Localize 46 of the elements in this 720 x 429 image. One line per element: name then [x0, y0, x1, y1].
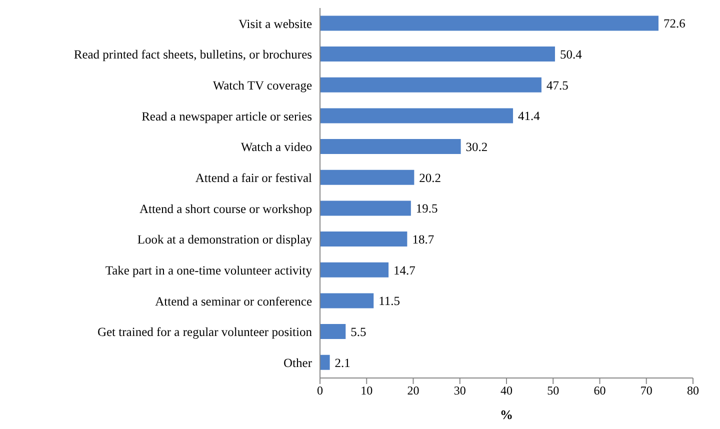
y-tick-label: Look at a demonstration or display	[137, 232, 313, 247]
data-label: 72.6	[663, 16, 686, 31]
y-tick-label: Watch a video	[240, 140, 312, 154]
bar	[320, 232, 408, 247]
y-tick-label: Take part in a one-time volunteer activity	[105, 264, 313, 278]
data-label: 11.5	[378, 294, 400, 308]
x-tick-label: 0	[317, 384, 323, 398]
bar	[320, 139, 461, 154]
data-label: 14.7	[394, 263, 416, 278]
y-tick-label: Read a newspaper article or series	[142, 109, 312, 124]
bar	[320, 293, 374, 308]
bar	[320, 354, 330, 370]
y-tick-label: Get trained for a regular volunteer position	[97, 325, 313, 340]
y-tick-label: Visit a website	[238, 16, 312, 31]
data-label: 18.7	[412, 232, 434, 246]
y-tick-label: Attend a seminar or conference	[155, 294, 312, 308]
x-tick-label: 50	[547, 384, 560, 398]
data-label: 19.5	[416, 202, 438, 216]
data-label: 47.5	[546, 78, 568, 92]
bar	[320, 46, 555, 62]
y-tick-label: Attend a fair or festival	[195, 171, 313, 186]
bar	[320, 262, 389, 278]
data-label: 20.2	[419, 170, 442, 185]
bar	[320, 16, 658, 31]
bar	[320, 77, 542, 92]
x-tick-label: 10	[360, 384, 373, 398]
bar	[320, 108, 514, 124]
data-label: 41.4	[518, 109, 541, 124]
y-tick-label: Read printed fact sheets, bulletins, or brochures	[74, 48, 312, 62]
y-tick-label: Attend a short course or workshop	[139, 202, 312, 216]
data-label: 5.5	[350, 324, 366, 339]
x-tick-label: 40	[500, 384, 512, 398]
data-label: 50.4	[560, 47, 583, 62]
x-axis-title: %	[500, 407, 513, 422]
x-tick-label: 80	[687, 384, 699, 398]
bar	[320, 324, 346, 340]
x-tick-label: 70	[640, 384, 652, 398]
bar	[320, 200, 411, 216]
x-tick-label: 30	[454, 384, 466, 398]
y-tick-label: Watch TV coverage	[212, 78, 312, 93]
y-tick-label: Other	[284, 356, 313, 370]
data-label: 2.1	[334, 356, 350, 370]
data-label: 30.2	[466, 140, 488, 154]
bar	[320, 170, 414, 185]
x-tick-label: 60	[594, 384, 606, 398]
x-tick-label: 20	[407, 384, 420, 398]
